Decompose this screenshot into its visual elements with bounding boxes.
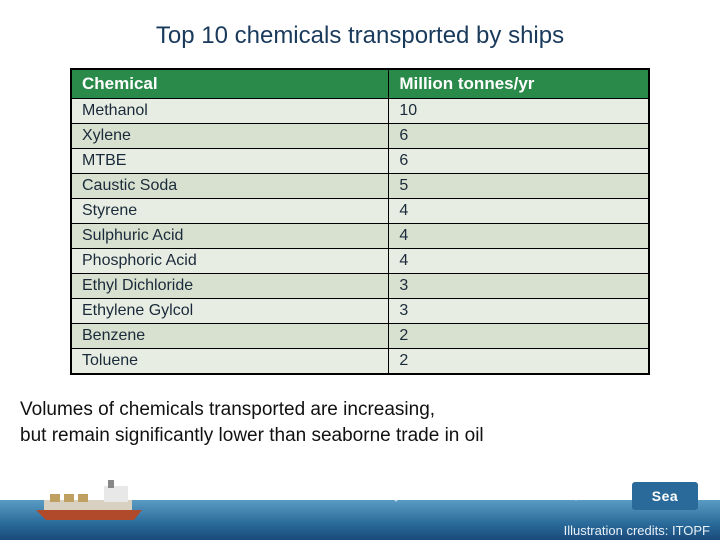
logo-text: Sea <box>652 488 678 504</box>
cell-value: 4 <box>389 249 649 274</box>
cell-value: 6 <box>389 149 649 174</box>
cell-chemical: Phosphoric Acid <box>72 249 389 274</box>
cell-chemical: MTBE <box>72 149 389 174</box>
cell-value: 6 <box>389 124 649 149</box>
cell-chemical: Benzene <box>72 324 389 349</box>
table-row: Benzene2 <box>72 324 649 349</box>
ship-icon <box>34 478 144 522</box>
table-row: Methanol10 <box>72 99 649 124</box>
table-row: Xylene6 <box>72 124 649 149</box>
caption-text: Volumes of chemicals transported are inc… <box>0 375 720 448</box>
table-row: Styrene4 <box>72 199 649 224</box>
table-row: Ethyl Dichloride3 <box>72 274 649 299</box>
cell-value: 2 <box>389 349 649 374</box>
table-row: MTBE6 <box>72 149 649 174</box>
cell-chemical: Xylene <box>72 124 389 149</box>
sea-logo: Sea <box>632 482 698 510</box>
table-row: Caustic Soda5 <box>72 174 649 199</box>
page-title: Top 10 chemicals transported by ships <box>0 0 720 68</box>
cell-chemical: Ethyl Dichloride <box>72 274 389 299</box>
table-header-row: Chemical Million tonnes/yr <box>72 70 649 99</box>
cell-value: 3 <box>389 299 649 324</box>
cell-chemical: Sulphuric Acid <box>72 224 389 249</box>
cell-chemical: Ethylene Gylcol <box>72 299 389 324</box>
cell-value: 4 <box>389 199 649 224</box>
col-header-chemical: Chemical <box>72 70 389 99</box>
cell-chemical: Toluene <box>72 349 389 374</box>
caption-line-2: but remain significantly lower than seab… <box>20 425 484 446</box>
footer: Sea Illustration credits: ITOPF <box>0 470 720 540</box>
table-row: Toluene2 <box>72 349 649 374</box>
cell-value: 2 <box>389 324 649 349</box>
col-header-value: Million tonnes/yr <box>389 70 649 99</box>
cell-value: 3 <box>389 274 649 299</box>
caption-line-1: Volumes of chemicals transported are inc… <box>20 399 435 420</box>
cell-chemical: Caustic Soda <box>72 174 389 199</box>
chemicals-table: Chemical Million tonnes/yr Methanol10Xyl… <box>70 68 650 375</box>
cell-chemical: Styrene <box>72 199 389 224</box>
illustration-credits: Illustration credits: ITOPF <box>564 523 710 538</box>
table-row: Sulphuric Acid4 <box>72 224 649 249</box>
cell-value: 4 <box>389 224 649 249</box>
table-row: Phosphoric Acid4 <box>72 249 649 274</box>
table-row: Ethylene Gylcol3 <box>72 299 649 324</box>
cell-chemical: Methanol <box>72 99 389 124</box>
cell-value: 5 <box>389 174 649 199</box>
cell-value: 10 <box>389 99 649 124</box>
